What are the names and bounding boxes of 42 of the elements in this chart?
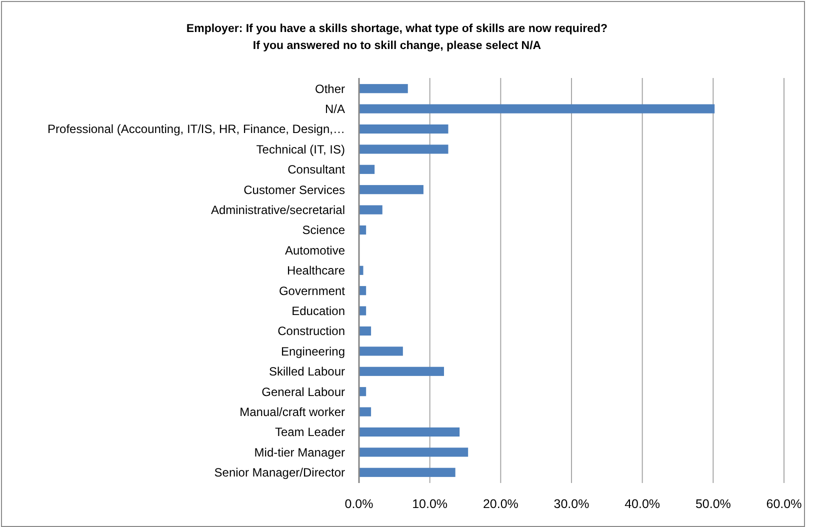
y-tick-label: General Labour (262, 384, 346, 399)
bar (359, 205, 382, 214)
bar (359, 164, 375, 174)
bar (359, 326, 372, 336)
y-tick-label: Other (314, 82, 345, 96)
x-tick-label: 60.0% (766, 497, 802, 511)
y-tick-label: Construction (278, 324, 345, 338)
y-tick-label: Automotive (284, 243, 346, 258)
y-tick-label: Government (278, 284, 346, 298)
x-tick-label: 50.0% (695, 497, 731, 511)
bar (359, 468, 456, 477)
y-tick-label: N/A (324, 102, 345, 116)
bar (359, 124, 448, 134)
bar (359, 185, 424, 194)
y-tick-label: Manual/craft worker (240, 404, 345, 419)
y-tick-label: Mid-tier Manager (254, 445, 345, 460)
y-tick-label: Healthcare (286, 264, 346, 278)
y-tick-label: Skilled Labour (268, 364, 345, 379)
y-tick-label: Education (292, 304, 345, 318)
y-tick-label: Administrative/secretarial (210, 203, 345, 217)
y-tick-label: Science (302, 223, 346, 238)
y-tick-label: Team Leader (274, 425, 345, 440)
bar (359, 427, 460, 437)
bar (359, 346, 403, 356)
x-tick-label: 10.0% (412, 497, 448, 511)
y-tick-label: Engineering (280, 344, 345, 358)
y-tick-label: Customer Services (244, 182, 345, 197)
chart-title: Employer: If you have a skills shortage, what type of skills are now required? If you answered no to skill change, please select N/A (186, 23, 608, 52)
bar (359, 144, 448, 154)
y-tick-label: Senior Manager/Director (214, 466, 345, 480)
x-tick-label: 30.0% (554, 497, 590, 511)
x-tick-label: 20.0% (482, 497, 518, 511)
y-tick-label: Technical (IT, IS) (256, 142, 345, 156)
y-tick-label: Consultant (288, 162, 346, 177)
bar (359, 448, 468, 457)
x-tick-label: 40.0% (624, 497, 660, 511)
bar (359, 407, 372, 416)
bar (359, 104, 715, 114)
y-tick-label: Professional (Accounting, IT/IS, HR, Finance, Design,… (48, 122, 345, 136)
bar (359, 366, 444, 376)
x-tick-label: 0.0% (344, 497, 374, 511)
bar (359, 84, 408, 94)
